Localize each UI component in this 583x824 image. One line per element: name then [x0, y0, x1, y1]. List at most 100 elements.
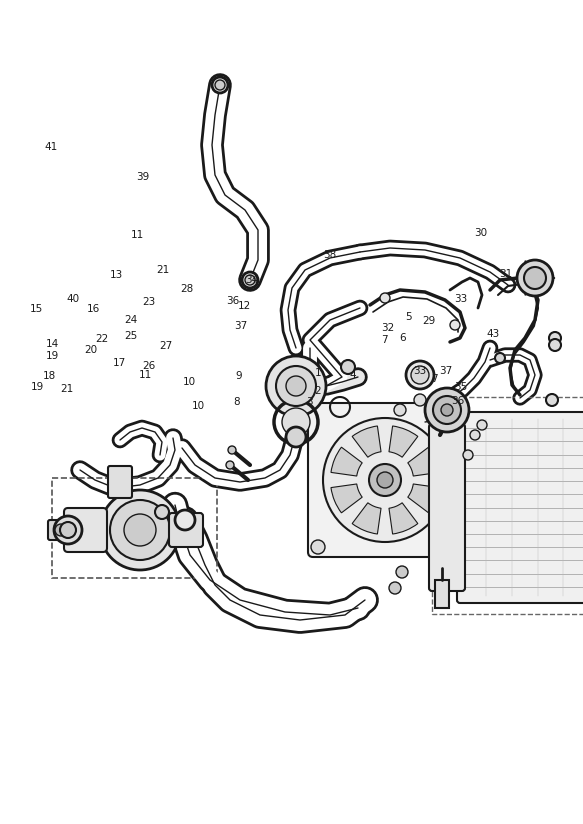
Circle shape [396, 566, 408, 578]
Circle shape [411, 366, 429, 384]
FancyBboxPatch shape [457, 412, 583, 603]
Circle shape [266, 356, 326, 416]
Text: 22: 22 [96, 335, 108, 344]
Circle shape [389, 582, 401, 594]
Circle shape [124, 514, 156, 546]
FancyBboxPatch shape [308, 403, 462, 557]
Circle shape [242, 272, 258, 288]
Wedge shape [389, 426, 418, 457]
Circle shape [425, 388, 469, 432]
Text: 27: 27 [160, 341, 173, 351]
Circle shape [477, 420, 487, 430]
Wedge shape [352, 503, 381, 534]
Circle shape [341, 360, 355, 374]
Circle shape [215, 80, 225, 90]
FancyBboxPatch shape [108, 466, 132, 498]
Wedge shape [389, 503, 418, 534]
Text: 28: 28 [180, 284, 193, 294]
Text: 37: 37 [440, 366, 452, 376]
Circle shape [433, 396, 461, 424]
Text: 6: 6 [399, 333, 406, 343]
Circle shape [155, 505, 169, 519]
Circle shape [406, 361, 434, 389]
Text: 8: 8 [233, 397, 240, 407]
Text: 24: 24 [125, 315, 138, 325]
Text: 39: 39 [136, 172, 149, 182]
FancyBboxPatch shape [64, 508, 107, 552]
Circle shape [245, 275, 255, 285]
Text: 2: 2 [314, 386, 321, 396]
Circle shape [495, 353, 505, 363]
Text: 4: 4 [349, 370, 356, 380]
Circle shape [546, 394, 558, 406]
Circle shape [414, 394, 426, 406]
Circle shape [441, 404, 453, 416]
Text: 43: 43 [486, 329, 499, 339]
FancyBboxPatch shape [169, 513, 203, 547]
Circle shape [470, 430, 480, 440]
Circle shape [549, 332, 561, 344]
Text: 5: 5 [405, 312, 412, 322]
Text: 1: 1 [314, 368, 321, 378]
Bar [435, 580, 449, 608]
Text: 12: 12 [238, 301, 251, 311]
Circle shape [524, 267, 546, 289]
Bar [432, 397, 583, 614]
Text: 10: 10 [183, 377, 196, 386]
Circle shape [110, 500, 170, 560]
Wedge shape [408, 484, 439, 513]
Text: 17: 17 [113, 358, 126, 368]
Bar [52, 478, 217, 578]
Circle shape [282, 408, 310, 436]
Text: 11: 11 [131, 230, 143, 240]
Text: 36: 36 [451, 396, 464, 406]
Text: 25: 25 [125, 331, 138, 341]
Circle shape [394, 404, 406, 416]
Text: 7: 7 [431, 374, 438, 384]
Circle shape [55, 524, 67, 536]
Text: 31: 31 [500, 269, 512, 279]
Circle shape [286, 376, 306, 396]
Circle shape [445, 540, 459, 554]
Text: 21: 21 [61, 384, 73, 394]
Circle shape [463, 450, 473, 460]
Text: 37: 37 [234, 321, 247, 331]
FancyBboxPatch shape [429, 424, 465, 591]
Text: 11: 11 [139, 370, 152, 380]
Wedge shape [331, 484, 362, 513]
Text: 21: 21 [157, 265, 170, 275]
Circle shape [286, 427, 306, 447]
Text: 30: 30 [475, 228, 487, 238]
Text: 16: 16 [87, 304, 100, 314]
Circle shape [276, 366, 316, 406]
Text: 41: 41 [44, 142, 57, 152]
Circle shape [517, 260, 553, 296]
Circle shape [54, 516, 82, 544]
Circle shape [323, 418, 447, 542]
Text: 33: 33 [413, 366, 426, 376]
Text: 19: 19 [31, 382, 44, 392]
Text: 7: 7 [381, 335, 388, 345]
Text: 32: 32 [381, 323, 394, 333]
Text: 23: 23 [142, 297, 155, 307]
Text: 9: 9 [236, 371, 243, 381]
Circle shape [100, 490, 180, 570]
Wedge shape [331, 447, 362, 476]
Text: 33: 33 [454, 294, 467, 304]
Text: 13: 13 [110, 270, 123, 280]
Circle shape [369, 464, 401, 496]
Text: 26: 26 [142, 361, 155, 371]
Text: 29: 29 [422, 316, 435, 326]
FancyBboxPatch shape [48, 520, 74, 540]
Circle shape [549, 339, 561, 351]
Wedge shape [352, 426, 381, 457]
Circle shape [60, 522, 76, 538]
Circle shape [212, 77, 228, 93]
Text: 20: 20 [84, 345, 97, 355]
Text: 19: 19 [46, 351, 59, 361]
Circle shape [450, 320, 460, 330]
Text: 40: 40 [66, 294, 79, 304]
Circle shape [377, 472, 393, 488]
Text: 38: 38 [323, 250, 336, 260]
Text: 36: 36 [227, 296, 240, 306]
